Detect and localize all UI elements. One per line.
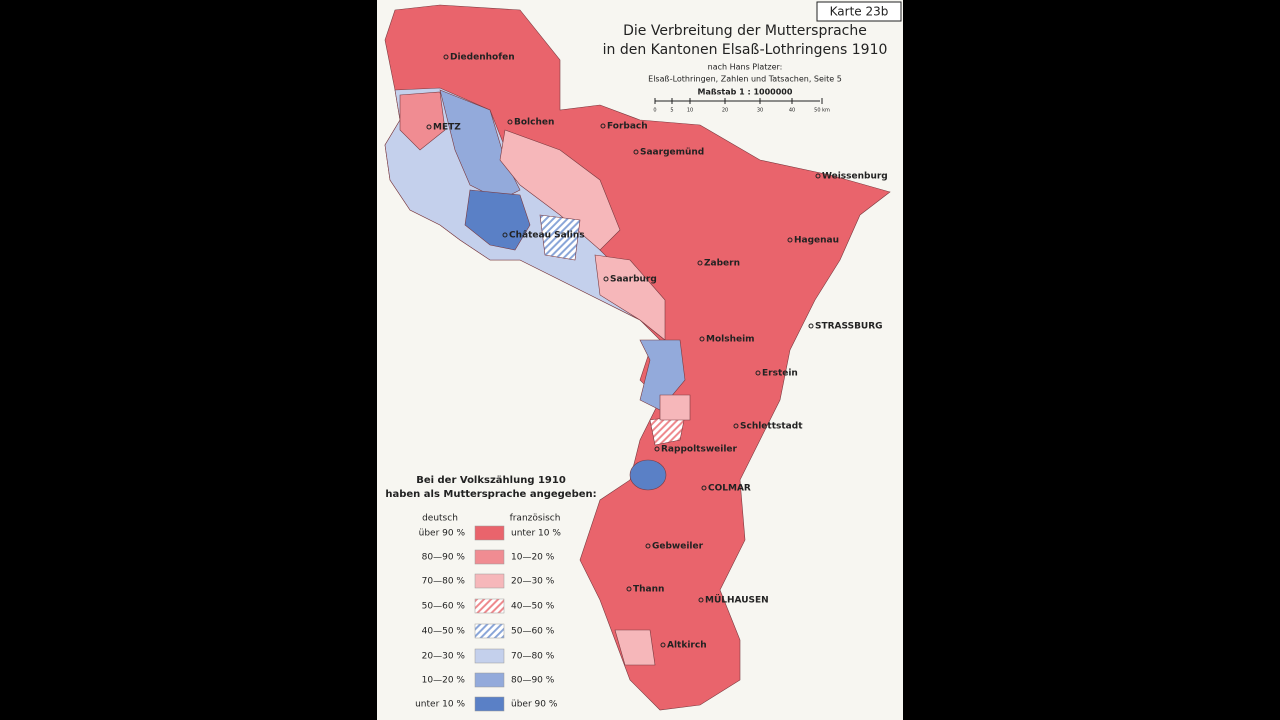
place-label: Saargemünd bbox=[640, 148, 704, 158]
place-label: Molsheim bbox=[706, 335, 755, 345]
region-dark-blue-2 bbox=[629, 459, 667, 491]
place-dot bbox=[787, 237, 793, 243]
place-label: Hagenau bbox=[794, 236, 839, 246]
place-label: Thann bbox=[633, 585, 664, 595]
title: in den Kantonen Elsaß-Lothringens 1910 bbox=[603, 42, 888, 58]
region-pink-4 bbox=[659, 394, 691, 421]
place-dot bbox=[697, 260, 703, 266]
place-label: Weissenburg bbox=[822, 172, 888, 182]
place-dot bbox=[626, 586, 632, 592]
legend-swatch bbox=[474, 598, 505, 614]
legend-label: 10—20 % bbox=[511, 553, 555, 563]
place-label: Saarburg bbox=[610, 275, 657, 285]
legend-label: 20—30 % bbox=[422, 652, 466, 662]
legend-swatch bbox=[474, 549, 505, 565]
place-dot bbox=[654, 446, 660, 452]
legend-swatch bbox=[474, 525, 505, 541]
place-label: Zabern bbox=[704, 259, 740, 269]
place-dot bbox=[699, 336, 705, 342]
legend-label: über 90 % bbox=[419, 529, 466, 539]
place-dot bbox=[603, 276, 609, 282]
place-dot bbox=[426, 124, 432, 130]
place-dot bbox=[701, 485, 707, 491]
place-dot bbox=[443, 54, 449, 60]
region-pink bbox=[499, 129, 621, 251]
legend-label: unter 10 % bbox=[511, 529, 561, 539]
place-label: Altkirch bbox=[667, 641, 707, 651]
legend-column: französisch bbox=[510, 514, 561, 524]
legend-label: 40—50 % bbox=[422, 627, 466, 637]
place-label: Erstein bbox=[762, 369, 798, 379]
scale-label: 5 bbox=[670, 108, 673, 114]
scale-label: 0 bbox=[653, 108, 656, 114]
legend-label: 20—30 % bbox=[511, 577, 555, 587]
legend-swatch bbox=[474, 573, 505, 589]
place-label: COLMAR bbox=[708, 484, 751, 494]
title: Die Verbreitung der Muttersprache bbox=[623, 23, 867, 39]
region-pink-2 bbox=[399, 91, 446, 151]
legend-heading: Bei der Volkszählung 1910 bbox=[416, 475, 566, 486]
place-dot bbox=[733, 423, 739, 429]
place-label: Rappoltsweiler bbox=[661, 445, 738, 455]
scale-label: 10 bbox=[687, 108, 693, 114]
legend-swatch bbox=[474, 623, 505, 639]
place-label: Château Salins bbox=[509, 231, 585, 241]
legend-heading: haben als Muttersprache angegeben: bbox=[385, 489, 596, 500]
legend-swatch bbox=[474, 672, 505, 688]
place-dot bbox=[645, 543, 651, 549]
place-label: Bolchen bbox=[514, 118, 554, 128]
place-label: Forbach bbox=[607, 122, 648, 132]
legend-label: 70—80 % bbox=[511, 652, 555, 662]
legend-swatch bbox=[474, 696, 505, 712]
scale-label: 20 bbox=[722, 108, 728, 114]
source: nach Hans Platzer: bbox=[708, 63, 783, 72]
place-label: MÜLHAUSEN bbox=[705, 595, 769, 606]
legend-column: deutsch bbox=[422, 514, 458, 524]
legend-label: 10—20 % bbox=[422, 676, 466, 686]
place-label: Gebweiler bbox=[652, 542, 704, 552]
scale-label: 40 bbox=[789, 108, 795, 114]
region-pink-5 bbox=[614, 629, 656, 666]
place-label: STRASSBURG bbox=[815, 322, 883, 332]
place-dot bbox=[815, 173, 821, 179]
place-label: Diedenhofen bbox=[450, 53, 515, 63]
legend-swatch bbox=[474, 648, 505, 664]
scale: Maßstab 1 : 1000000 bbox=[698, 88, 793, 97]
legend-label: 70—80 % bbox=[422, 577, 466, 587]
place-dot bbox=[808, 323, 814, 329]
scale-label: 50 km bbox=[814, 108, 830, 114]
legend-label: 80—90 % bbox=[511, 676, 555, 686]
place-dot bbox=[502, 232, 508, 238]
place-dot bbox=[698, 597, 704, 603]
place-dot bbox=[507, 119, 513, 125]
place-label: Schlettstadt bbox=[740, 422, 803, 432]
region-dark-blue bbox=[464, 189, 531, 251]
legend-label: 40—50 % bbox=[511, 602, 555, 612]
scale-label: 30 bbox=[757, 108, 763, 114]
map-number-box bbox=[816, 1, 902, 22]
legend-label: 80—90 % bbox=[422, 553, 466, 563]
place-dot bbox=[660, 642, 666, 648]
legend-label: 50—60 % bbox=[422, 602, 466, 612]
place-label: METZ bbox=[433, 123, 461, 133]
map-number: Karte 23b bbox=[830, 5, 889, 19]
place-dot bbox=[600, 123, 606, 129]
legend-label: über 90 % bbox=[511, 700, 558, 710]
region-hatched bbox=[539, 214, 581, 261]
map-regions bbox=[384, 4, 891, 711]
place-dot bbox=[755, 370, 761, 376]
legend-label: 50—60 % bbox=[511, 627, 555, 637]
legend-label: unter 10 % bbox=[415, 700, 465, 710]
source: Elsaß-Lothringen, Zahlen und Tatsachen, … bbox=[648, 75, 842, 84]
place-dot bbox=[633, 149, 639, 155]
